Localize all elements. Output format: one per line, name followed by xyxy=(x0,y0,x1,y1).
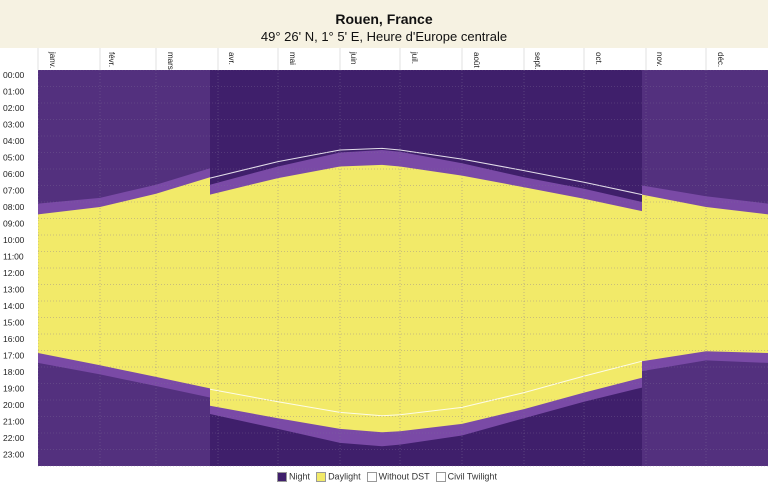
month-tick-label: juil. xyxy=(410,51,419,64)
hour-tick-label: 03:00 xyxy=(3,120,25,130)
legend-swatch xyxy=(277,471,288,482)
chart-legend: Night Daylight Without DST Civil Twilight xyxy=(0,471,768,482)
hour-tick-label: 02:00 xyxy=(3,103,25,113)
month-tick-label: juin xyxy=(349,51,358,64)
chart-subtitle: 49° 26' N, 1° 5' E, Heure d'Europe centr… xyxy=(260,29,508,44)
legend-label: Daylight xyxy=(328,471,361,482)
hour-tick-label: 21:00 xyxy=(3,417,25,427)
month-tick-label: mars xyxy=(166,52,175,70)
month-tick-label: août xyxy=(472,52,481,68)
hour-tick-label: 05:00 xyxy=(3,153,25,163)
hour-tick-label: 18:00 xyxy=(3,367,25,377)
hour-tick-label: 15:00 xyxy=(3,318,25,328)
hour-tick-label: 09:00 xyxy=(3,219,25,229)
hour-tick-label: 10:00 xyxy=(3,235,25,245)
month-tick-label: sept. xyxy=(533,52,542,69)
hour-tick-label: 04:00 xyxy=(3,136,25,146)
hour-tick-label: 17:00 xyxy=(3,351,25,361)
hour-tick-label: 06:00 xyxy=(3,169,25,179)
legend-swatch xyxy=(435,471,446,482)
hour-tick-label: 19:00 xyxy=(3,384,25,394)
hour-tick-label: 22:00 xyxy=(3,433,25,443)
hour-tick-label: 14:00 xyxy=(3,301,25,311)
month-tick-label: déc. xyxy=(716,52,725,67)
month-axis-strip xyxy=(38,48,768,70)
hour-tick-label: 00:00 xyxy=(3,70,25,80)
hour-tick-label: 11:00 xyxy=(3,252,24,262)
hour-tick-label: 07:00 xyxy=(3,186,25,196)
month-tick-label: févr. xyxy=(107,52,116,67)
chart-title: Rouen, France xyxy=(335,11,433,27)
without-dst-sunset-line xyxy=(209,360,643,417)
hour-tick-label: 23:00 xyxy=(3,450,25,460)
month-tick-label: nov. xyxy=(655,52,664,67)
hour-tick-labels: 00:00 01:00 02:00 03:00 04:00 05:00 06:00 07:00… xyxy=(0,70,38,466)
daylight-area xyxy=(38,164,768,433)
without-dst-sunrise-line xyxy=(209,147,643,196)
header-band xyxy=(0,0,768,48)
hour-tick-label: 20:00 xyxy=(3,400,25,410)
month-tick-label: avr. xyxy=(227,52,236,65)
legend-swatch xyxy=(366,471,377,482)
hour-tick-label: 12:00 xyxy=(3,268,25,278)
legend-swatch xyxy=(316,471,327,482)
legend-label: Without DST xyxy=(378,471,430,482)
legend-label: Night xyxy=(289,471,311,482)
month-tick-label: janv. xyxy=(48,51,57,68)
hour-tick-label: 13:00 xyxy=(3,285,25,295)
hour-tick-label: 01:00 xyxy=(3,87,25,97)
month-tick-label: oct. xyxy=(594,52,603,65)
hour-tick-label: 16:00 xyxy=(3,334,25,344)
month-tick-label: mai xyxy=(288,52,297,65)
plot-area xyxy=(38,70,768,466)
month-tick-labels: janv. févr. mars avr. mai juin juil. août sept. o… xyxy=(37,48,768,70)
hour-axis-strip xyxy=(0,70,38,466)
legend-label: Civil Twilight xyxy=(447,471,497,482)
hour-tick-label: 08:00 xyxy=(3,202,25,212)
